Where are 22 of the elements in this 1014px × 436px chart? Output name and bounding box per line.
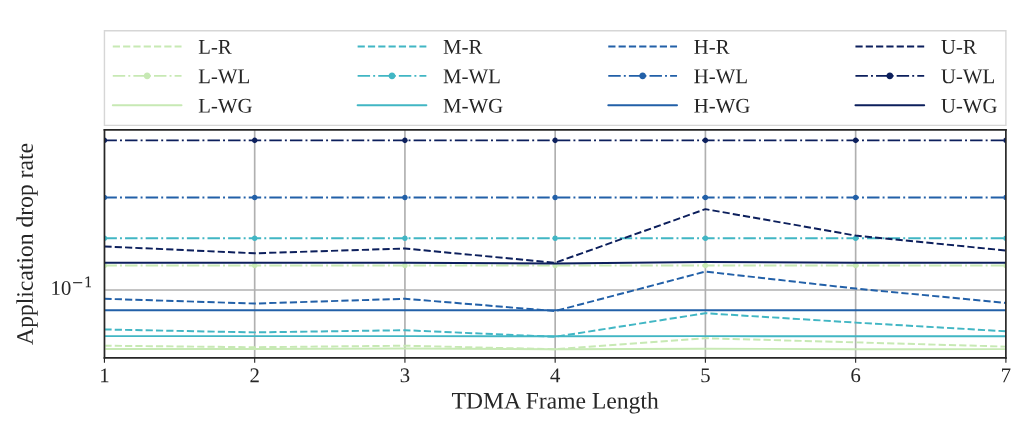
legend-label: H-WL: [694, 69, 747, 84]
ref-line-label: 10$^{−1}$: [52, 276, 91, 296]
legend-label: M-WG: [443, 98, 503, 113]
legend-label: U-R: [941, 40, 977, 54]
y-axis-title: Application drop rate: [16, 143, 38, 345]
legend-label: L-R: [198, 40, 232, 54]
legend-label: M-WL: [443, 69, 500, 84]
x-axis-title: TDMA Frame Length: [451, 392, 659, 414]
x-tick-label: 3: [400, 368, 410, 383]
x-tick-label: 4: [550, 368, 561, 383]
legend-label: U-WL: [941, 69, 994, 84]
x-tick-label: 5: [701, 368, 710, 383]
x-tick-label: 7: [1002, 368, 1011, 383]
legend-label: L-WG: [198, 98, 252, 113]
legend-label: H-WG: [694, 98, 750, 113]
x-tick-label: 2: [250, 368, 259, 383]
x-tick-label: 6: [851, 368, 861, 383]
legend-label: U-WG: [941, 98, 997, 113]
legend-label: M-R: [443, 40, 483, 54]
legend-label: L-WL: [198, 69, 249, 84]
x-tick-label: 1: [101, 368, 109, 383]
legend-label: H-R: [694, 40, 730, 54]
